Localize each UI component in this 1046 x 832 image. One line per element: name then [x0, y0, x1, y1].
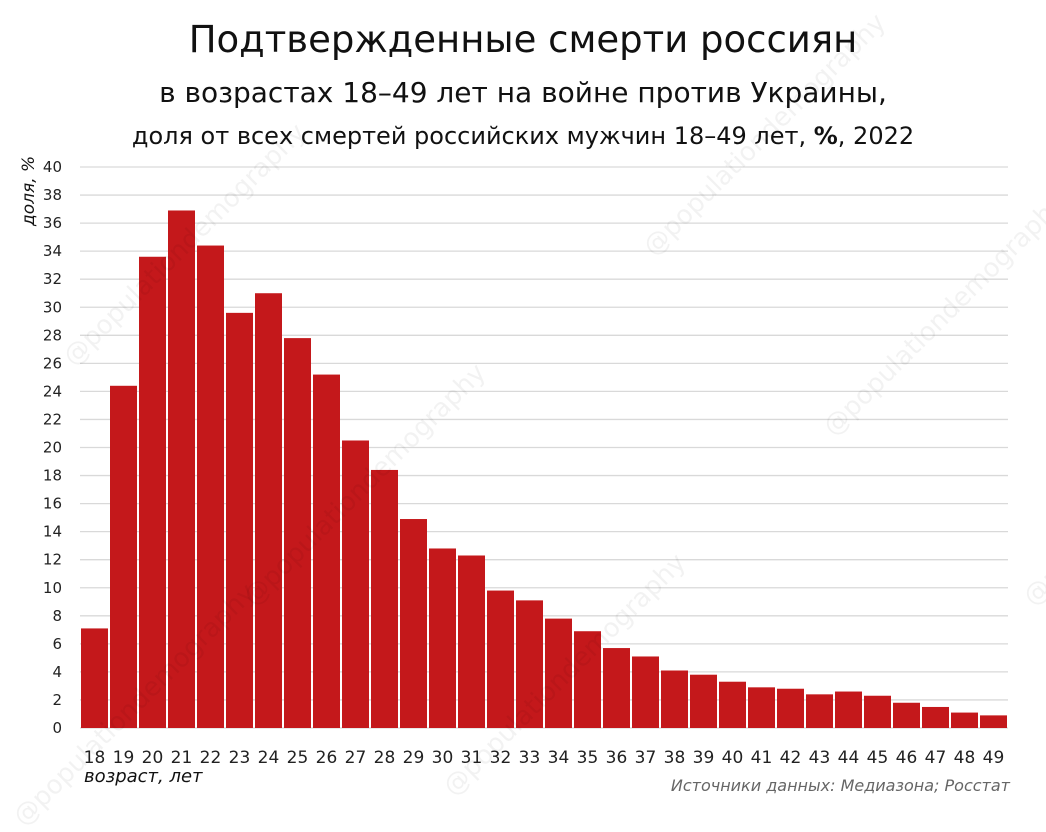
y-tick-label: 6 [52, 635, 62, 653]
bar-age-33 [516, 600, 543, 728]
y-tick-label: 2 [52, 691, 62, 709]
x-tick-label: 33 [519, 748, 541, 768]
bar-age-25 [284, 338, 311, 728]
bar-age-42 [777, 688, 804, 728]
bar-age-31 [458, 555, 485, 728]
y-axis-label: доля, % [19, 155, 39, 226]
x-tick-label: 44 [838, 748, 860, 768]
bar-age-21 [168, 210, 195, 729]
bar-age-38 [661, 670, 688, 728]
x-tick-label: 42 [780, 748, 802, 768]
bar-age-28 [371, 469, 398, 728]
bar-age-45 [864, 695, 891, 728]
bar-age-26 [313, 374, 340, 728]
bar-age-41 [748, 687, 775, 728]
x-tick-label: 36 [606, 748, 628, 768]
y-tick-label: 28 [43, 326, 62, 344]
bar-age-46 [893, 702, 920, 728]
x-tick-label: 29 [403, 748, 425, 768]
x-tick-label: 37 [635, 748, 657, 768]
x-tick-label: 40 [722, 748, 744, 768]
x-tick-label: 20 [142, 748, 164, 768]
subtitle-text: доля от всех смертей российских мужчин 1… [131, 122, 814, 150]
bar-age-36 [603, 648, 630, 728]
x-tick-label: 31 [461, 748, 483, 768]
y-tick-label: 10 [43, 579, 62, 597]
x-tick-label: 43 [809, 748, 831, 768]
bar-age-40 [719, 681, 746, 728]
x-tick-label: 30 [432, 748, 454, 768]
subtitle-year: , 2022 [837, 122, 915, 150]
chart-subtitle: в возрастах 18–49 лет на войне против Ук… [159, 76, 887, 109]
bar-age-37 [632, 656, 659, 728]
y-tick-label: 16 [43, 495, 62, 513]
x-tick-label: 21 [171, 748, 193, 768]
y-tick-label: 32 [43, 270, 62, 288]
bar-age-35 [574, 631, 601, 728]
y-tick-label: 40 [43, 158, 62, 176]
x-tick-label: 39 [693, 748, 715, 768]
bar-age-23 [226, 312, 253, 728]
bar-age-29 [400, 519, 427, 728]
bar-age-39 [690, 674, 717, 728]
x-tick-label: 35 [577, 748, 599, 768]
bar-age-44 [835, 691, 862, 728]
subtitle-unit: % [813, 122, 838, 150]
x-tick-label: 46 [896, 748, 918, 768]
bar-age-30 [429, 548, 456, 728]
bar-age-24 [255, 293, 282, 728]
x-tick-label: 49 [983, 748, 1005, 768]
y-tick-label: 0 [52, 719, 62, 737]
bar-age-27 [342, 440, 369, 728]
x-tick-label: 38 [664, 748, 686, 768]
source-note: Источники данных: Медиазона; Росстат [670, 776, 1010, 795]
x-tick-label: 25 [287, 748, 309, 768]
bar-age-18 [81, 628, 108, 728]
x-tick-label: 45 [867, 748, 889, 768]
x-tick-label: 34 [548, 748, 570, 768]
bars [81, 210, 1007, 729]
y-tick-label: 22 [43, 410, 62, 428]
y-tick-label: 8 [52, 607, 62, 625]
y-tick-label: 14 [43, 523, 62, 541]
bar-age-48 [951, 712, 978, 728]
y-tick-label: 26 [43, 354, 62, 372]
x-tick-label: 18 [84, 748, 106, 768]
y-tick-label: 12 [43, 551, 62, 569]
bar-age-49 [980, 715, 1007, 728]
x-axis-label: возраст, лет [84, 766, 203, 787]
bar-age-19 [110, 385, 137, 728]
x-tick-label: 23 [229, 748, 251, 768]
chart-title: Подтвержденные смерти россиян [188, 18, 858, 61]
y-tick-label: 38 [43, 186, 62, 204]
bar-age-34 [545, 618, 572, 728]
x-tick-label: 19 [113, 748, 135, 768]
chart-subtitle-2: доля от всех смертей российских мужчин 1… [0, 122, 1046, 150]
x-tick-label: 47 [925, 748, 947, 768]
y-tick-label: 34 [43, 242, 62, 260]
y-tick-label: 36 [43, 214, 62, 232]
y-tick-label: 30 [43, 298, 62, 316]
bar-age-43 [806, 694, 833, 728]
x-tick-label: 48 [954, 748, 976, 768]
x-tick-label: 22 [200, 748, 222, 768]
bar-age-20 [139, 256, 166, 728]
bar-age-22 [197, 245, 224, 729]
x-tick-label: 27 [345, 748, 367, 768]
x-tick-labels: 18 19 20 21 22 23 24 25 26 27 28 29 30 31 32 33 34 35 36 37… [84, 748, 1005, 768]
bar-age-47 [922, 706, 949, 728]
x-tick-label: 41 [751, 748, 773, 768]
x-tick-label: 24 [258, 748, 280, 768]
y-tick-label: 24 [43, 382, 62, 400]
x-tick-label: 28 [374, 748, 396, 768]
bar-age-32 [487, 590, 514, 728]
x-tick-label: 32 [490, 748, 512, 768]
x-tick-label: 26 [316, 748, 338, 768]
y-tick-label: 18 [43, 467, 62, 485]
y-tick-label: 20 [43, 439, 62, 457]
y-tick-label: 4 [52, 663, 62, 681]
